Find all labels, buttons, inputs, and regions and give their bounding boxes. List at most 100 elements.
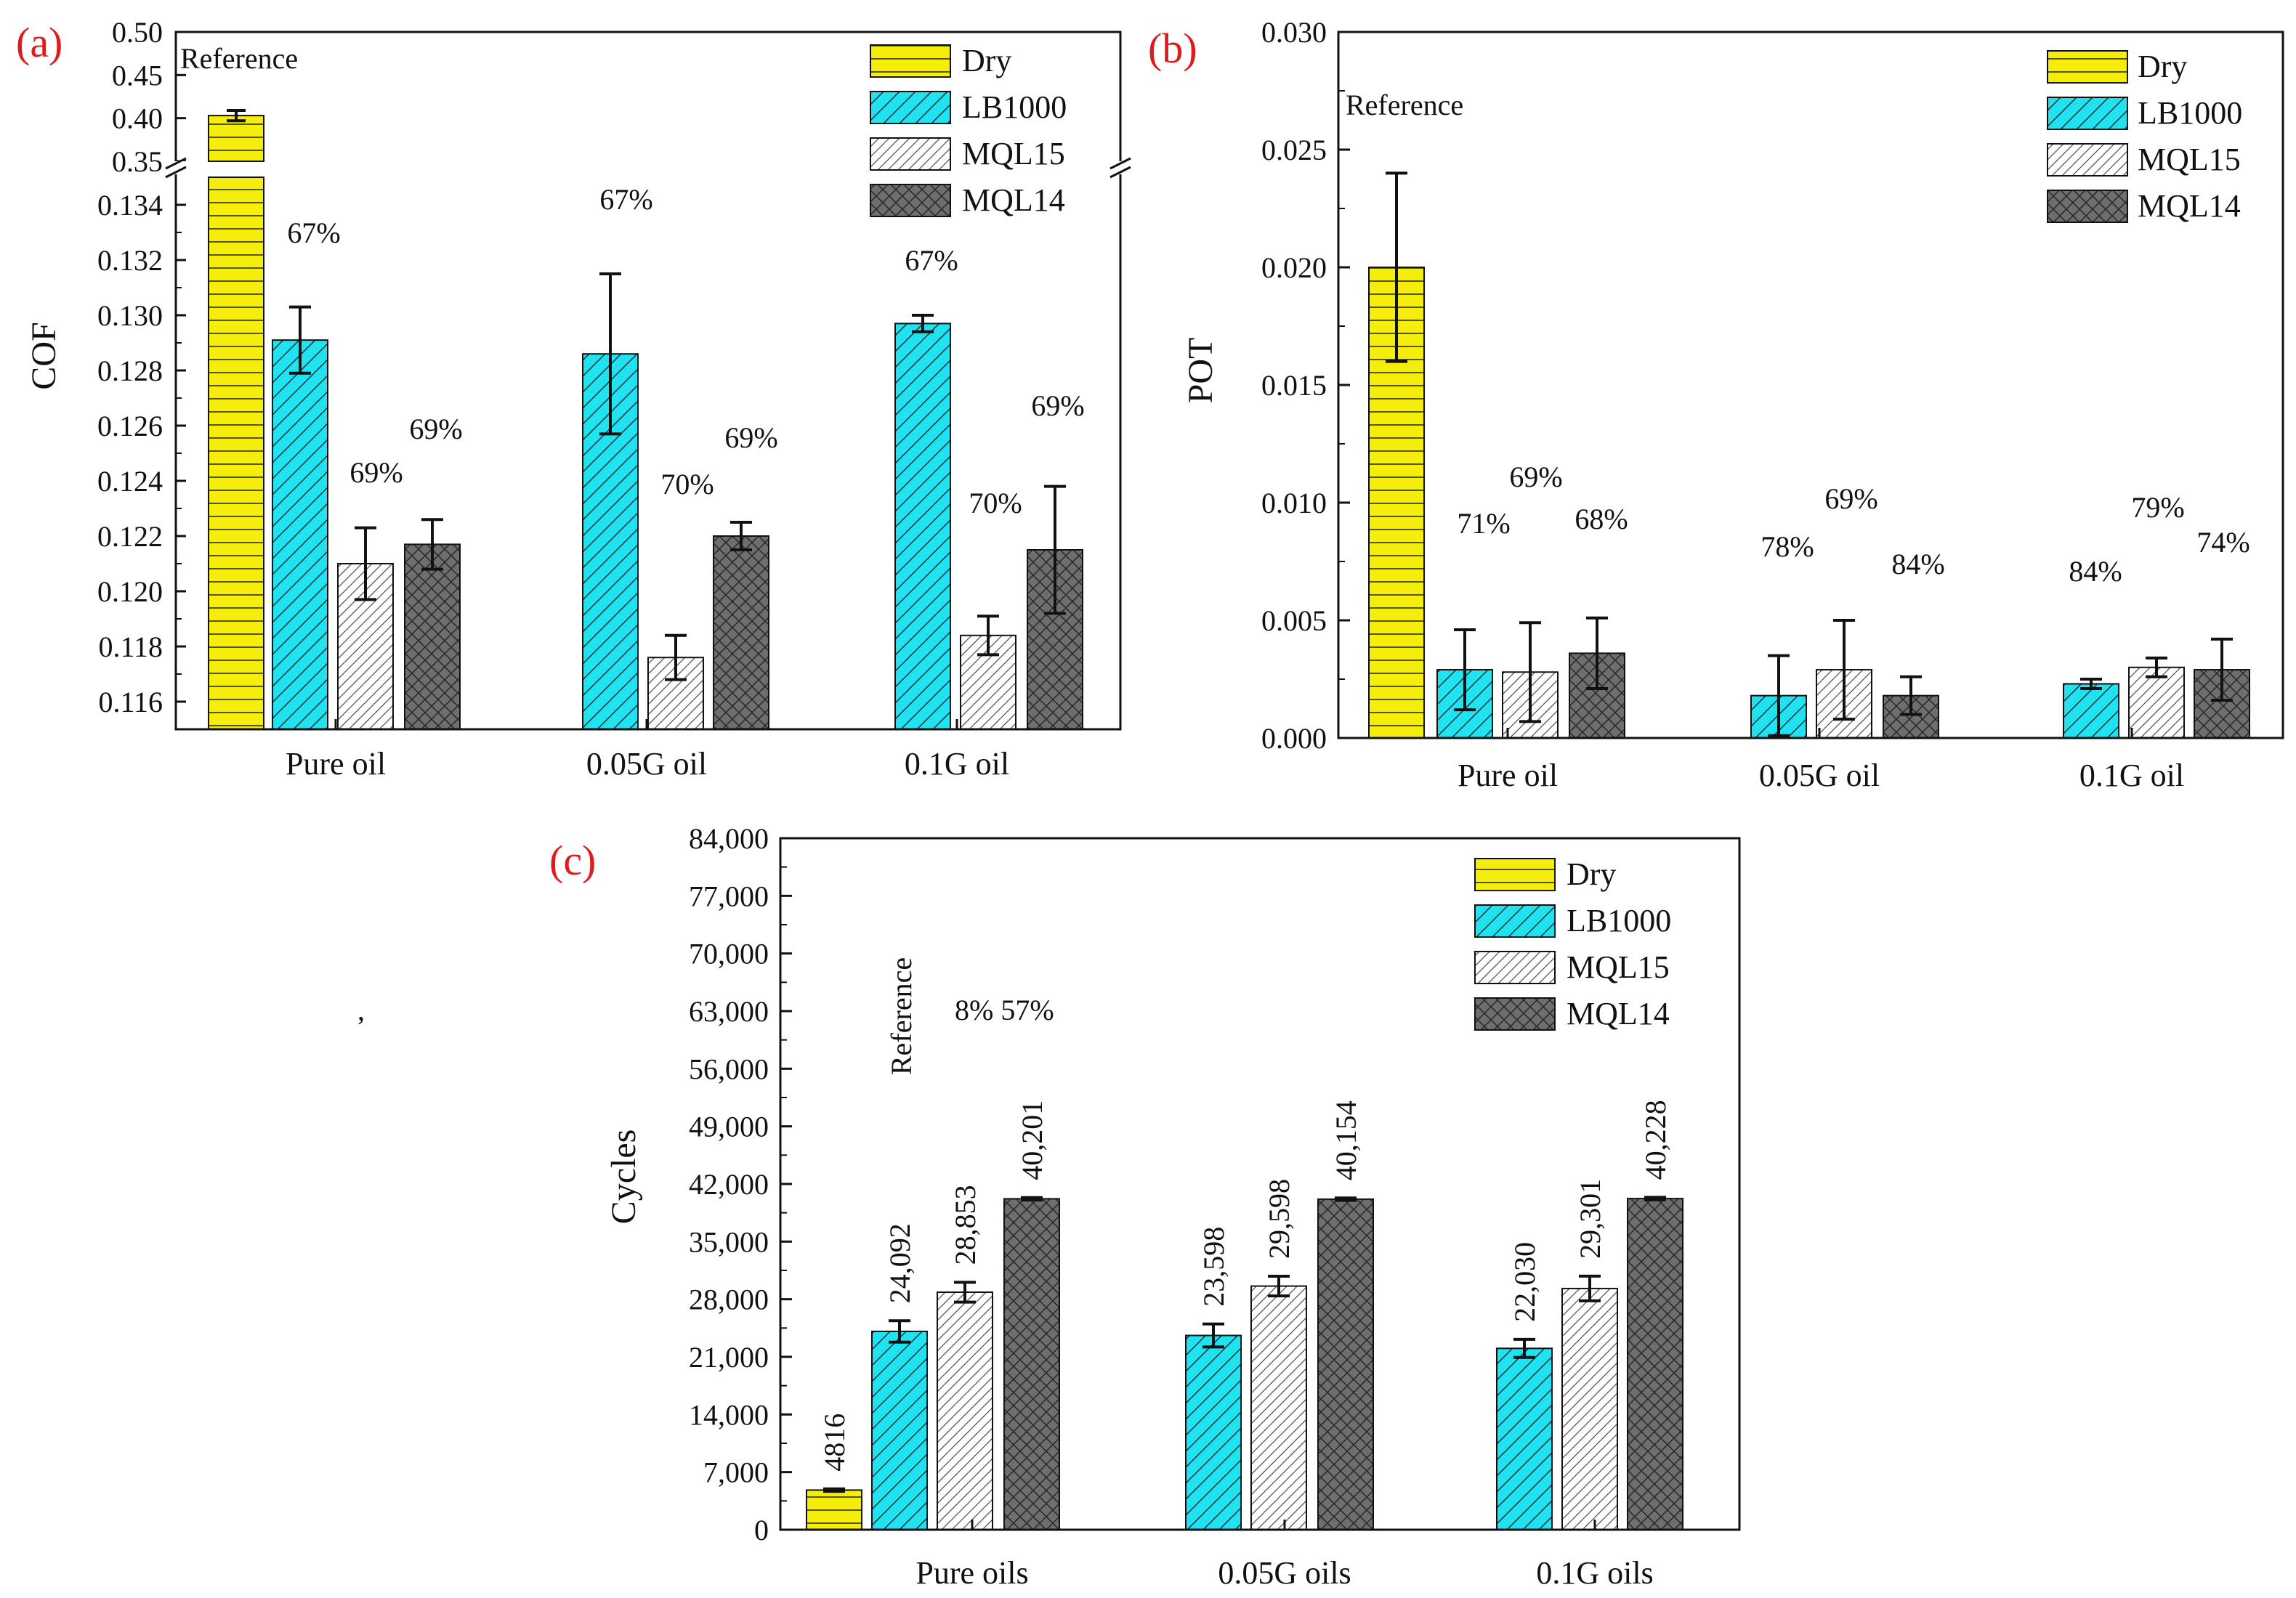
error-bar [227,108,246,123]
panel-c-bars [806,1198,1683,1531]
legend-label: LB1000 [1567,903,1671,938]
percent-annotation: 69% [724,421,777,454]
y-tick-label: 0.025 [1261,134,1327,166]
panel-b-label: (b) [1148,25,1197,72]
y-tick-label: 21,000 [689,1341,769,1374]
error-bar [1386,171,1407,363]
panel-a-axis-break [164,157,1132,179]
value-label: 29,598 [1263,1179,1295,1259]
error-bar [289,305,311,375]
panel-a-category-label: 0.05G oil [586,746,707,782]
legend-label: MQL14 [1567,996,1670,1031]
percent-annotation: 84% [2069,555,2122,588]
percent-annotation: 67% [287,216,340,249]
y-tick-label: 0.030 [1261,16,1327,49]
legend-swatch-mql14 [2047,190,2128,223]
legend-swatch-lb1000 [1474,904,1556,938]
legend-swatch-mql14 [1474,997,1556,1031]
bar-mql15 [337,563,394,730]
y-tick-label: 0.010 [1261,487,1327,519]
percent-annotation: 67% [905,244,958,277]
y-tick-label: 0.000 [1261,722,1327,755]
y-tick-label: 0.132 [97,244,163,277]
error-bar [730,521,752,551]
y-tick-label: 42,000 [689,1168,769,1201]
error-bar [665,633,687,681]
value-label: 28,853 [949,1185,982,1265]
panel-b: 0.000 0.005 0.010 0.015 0.020 0.025 0.030 Refe… [1148,16,2284,793]
y-tick-label: 0.128 [97,354,163,387]
legend-label: MQL14 [2138,188,2241,224]
panel-c-frame [779,837,1741,1531]
y-tick-label: 77,000 [689,880,769,912]
y-tick-label: 35,000 [689,1225,769,1258]
panel-a-error-bars [227,108,1066,681]
y-tick-label: 0.35 [112,145,163,178]
panel-b-bars [1368,267,2250,739]
value-label: 29,301 [1574,1179,1606,1259]
percent-annotation: 74% [2196,526,2249,559]
error-bar [823,1487,845,1493]
y-tick-label: 0.118 [98,630,163,663]
percent-annotation: 68% [1575,503,1628,535]
reference-annotation: Reference [885,957,918,1075]
panel-a-ticks: 0.50 0.45 0.40 0.35 0.134 0.132 0.130 0.128 0.12… [97,16,958,729]
legend-label: LB1000 [2138,95,2242,131]
panel-b-frame [1337,31,2284,739]
bar-lb1000 [1496,1347,1553,1530]
y-tick-label: 70,000 [689,938,769,970]
panel-b-annotations: Reference 71% 78% 84% 69% 69% 79% 68% 84% 74% [1346,89,2250,588]
panel-c: 0 7,000 14,000 21,000 28,000 35,000 42,000 49,0… [549,822,1741,1591]
y-tick-label: 0 [754,1514,769,1546]
percent-annotation: 69% [409,413,462,445]
error-bar [2211,637,2233,702]
y-tick-label: 0.130 [97,299,163,332]
error-bar [1044,484,1066,615]
value-label: 40,228 [1639,1100,1672,1180]
legend-swatch-mql15 [870,137,951,171]
legend-swatch-dry [2047,50,2128,84]
legend-label: LB1000 [962,89,1067,125]
panel-a: 0.50 0.45 0.40 0.35 0.134 0.132 0.130 0.128 0.12… [16,16,1132,782]
error-bar [599,272,621,436]
bar-lb1000 [272,339,328,730]
bar-lb1000 [894,323,951,730]
percent-annotation: 70% [660,468,714,500]
bar-mql15 [1561,1287,1618,1530]
y-tick-label: 7,000 [703,1456,769,1489]
legend-label: MQL15 [962,136,1065,171]
reference-annotation: Reference [1346,89,1463,121]
bar-mql14 [1317,1198,1374,1531]
y-tick-label: 0.120 [97,575,163,608]
panel-c-ticks: 0 7,000 14,000 21,000 28,000 35,000 42,000 49,0… [689,822,1596,1546]
error-bar [1021,1196,1043,1202]
panel-b-category-label: 0.1G oil [2079,758,2184,793]
error-bar [1579,1274,1601,1302]
bar-dry-upper [208,115,264,163]
bar-dry [208,177,264,730]
y-tick-label: 84,000 [689,822,769,855]
percent-annotation: 8% 57% [955,994,1054,1026]
legend-label: Dry [962,43,1011,78]
panel-b-legend: Dry LB1000 MQL15 MQL14 [2047,49,2242,224]
panel-b-ticks: 0.000 0.005 0.010 0.015 0.020 0.025 0.030 [1261,16,2133,755]
bar-mql14 [404,543,461,731]
value-label: 23,598 [1197,1227,1230,1307]
bar-mql15 [937,1291,993,1531]
legend-swatch-dry [1474,858,1556,891]
percent-annotation: 69% [349,456,403,489]
panel-b-y-axis-title: POT [1181,338,1220,404]
legend-swatch-dry [870,44,951,78]
bar-mql14 [1003,1198,1060,1530]
value-label: 24,092 [884,1223,916,1303]
error-bar [1900,675,1922,716]
panel-c-legend: Dry LB1000 MQL15 MQL14 [1474,856,1671,1031]
percent-annotation: 71% [1457,507,1510,540]
error-bar [421,518,443,571]
panel-c-category-label: Pure oils [915,1555,1028,1591]
error-bar [355,526,376,601]
value-label: 40,201 [1016,1100,1048,1180]
legend-swatch-lb1000 [870,91,951,124]
y-tick-label: 0.122 [97,520,163,553]
panel-a-y-axis-title: COF [25,322,63,389]
